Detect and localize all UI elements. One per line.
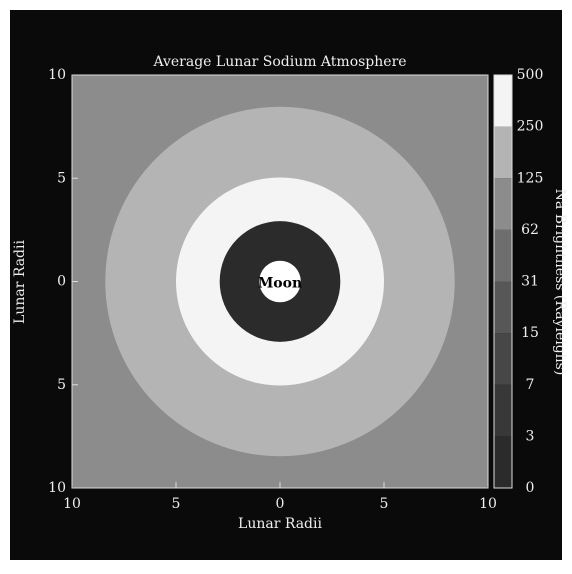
- colorbar-tick-label: 250: [517, 119, 544, 135]
- y-tick-label: 10: [48, 67, 66, 83]
- y-tick-label: 5: [57, 170, 66, 186]
- colorbar-band: [494, 178, 512, 230]
- colorbar-tick-label: 62: [521, 222, 539, 238]
- y-tick-label: 10: [48, 480, 66, 496]
- chart-title: Average Lunar Sodium Atmosphere: [152, 54, 406, 70]
- y-tick-label: 0: [57, 274, 66, 290]
- x-tick-label: 10: [63, 496, 81, 512]
- colorbar-tick-label: 0: [526, 480, 535, 496]
- moon-label: Moon: [258, 276, 302, 292]
- colorbar-band: [494, 436, 512, 488]
- y-axis-label: Lunar Radii: [12, 240, 28, 324]
- colorbar-tick-label: 7: [526, 377, 535, 393]
- colorbar-band: [494, 127, 512, 179]
- chart: Average Lunar Sodium Atmosphere Lunar Ra…: [0, 0, 572, 570]
- colorbar-band: [494, 75, 512, 127]
- x-tick-label: 0: [276, 496, 285, 512]
- colorbar-band: [494, 333, 512, 385]
- colorbar-tick-label: 500: [517, 67, 544, 83]
- y-tick-label: 5: [57, 377, 66, 393]
- colorbar-tick-label: 15: [521, 325, 539, 341]
- colorbar-band: [494, 385, 512, 437]
- page: Average Lunar Sodium Atmosphere Lunar Ra…: [0, 0, 572, 574]
- colorbar-tick-label: 3: [526, 428, 535, 444]
- colorbar-label: Na Brightness (Rayleighs): [552, 189, 568, 376]
- colorbar-tick-label: 31: [521, 274, 539, 290]
- colorbar-band: [494, 230, 512, 282]
- colorbar-tick-label: 125: [517, 170, 544, 186]
- x-tick-label: 10: [479, 496, 497, 512]
- x-tick-label: 5: [380, 496, 389, 512]
- x-axis-label: Lunar Radii: [238, 516, 322, 532]
- x-tick-label: 5: [172, 496, 181, 512]
- colorbar-band: [494, 282, 512, 334]
